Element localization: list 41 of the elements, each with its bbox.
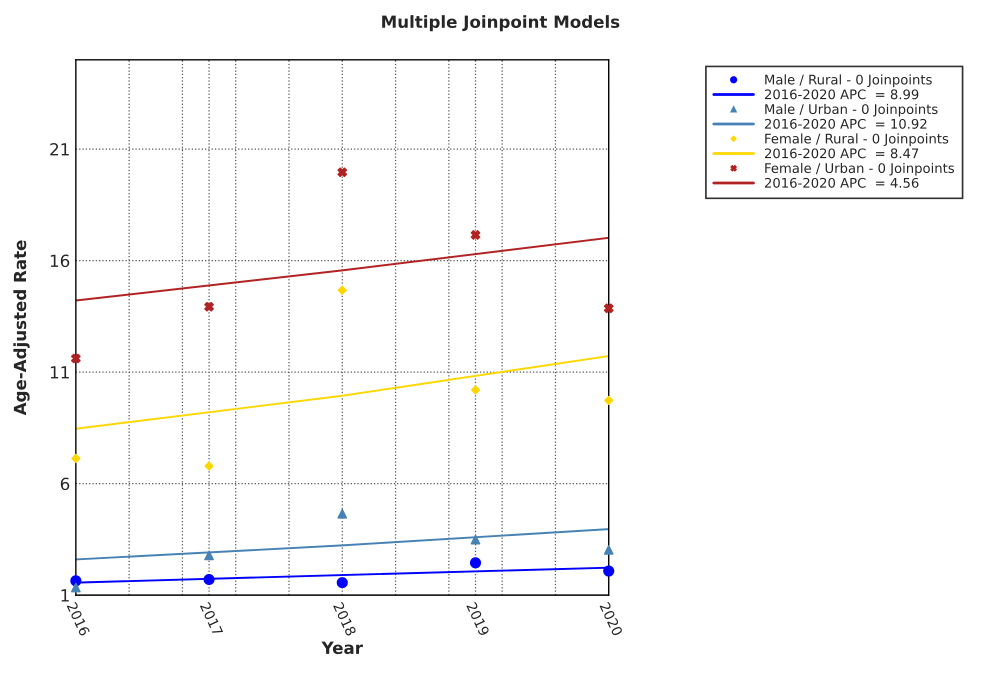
point: [204, 550, 214, 560]
point: [470, 534, 480, 544]
legend-label: Female / Urban - 0 Joinpoints: [765, 162, 954, 176]
x-tick-label: 2020: [599, 602, 624, 636]
point: [70, 582, 81, 592]
x-tick-label: 2016: [66, 602, 90, 636]
y-tick-label: 1: [62, 589, 69, 602]
legend-label: Male / Rural - 0 Joinpoints: [765, 74, 932, 88]
point: [204, 461, 214, 471]
x-tick-label: 2017: [200, 602, 224, 636]
x-tick-label: 2018: [332, 602, 357, 636]
point: [604, 303, 614, 314]
legend-label: Male / Urban - 0 Joinpoints: [765, 104, 938, 117]
y-tick-label: 21: [50, 143, 69, 156]
point: [470, 385, 480, 395]
point: [337, 167, 348, 178]
x-tick-label: 2019: [466, 602, 490, 636]
point: [470, 230, 480, 240]
legend-label: 2016-2020 APC = 8.99: [764, 89, 918, 100]
point: [70, 575, 82, 586]
point: [470, 557, 482, 568]
chart-title: Multiple Joinpoint Models: [382, 15, 620, 32]
point: [604, 544, 614, 555]
legend-label: 2016-2020 APC = 8.47: [764, 148, 918, 158]
legend-label: 2016-2020 APC = 4.56: [764, 178, 918, 188]
point: [603, 565, 614, 577]
y-tick-label: 11: [50, 366, 69, 378]
x-axis-title: Year: [321, 642, 363, 654]
point: [70, 354, 81, 364]
point: [204, 574, 215, 586]
legend-label: Female / Rural - 0 Joinpoints: [765, 133, 948, 146]
point: [336, 577, 348, 588]
point: [337, 508, 348, 519]
legend-label: 2016-2020 APC = 10.92: [764, 118, 926, 129]
y-tick-label: 6: [60, 478, 70, 490]
point: [71, 454, 80, 464]
point: [204, 302, 214, 312]
point: [604, 396, 614, 406]
point: [338, 286, 347, 295]
y-tick-label: 16: [50, 254, 70, 268]
y-axis-title: Age-Adjusted Rate: [13, 240, 30, 416]
